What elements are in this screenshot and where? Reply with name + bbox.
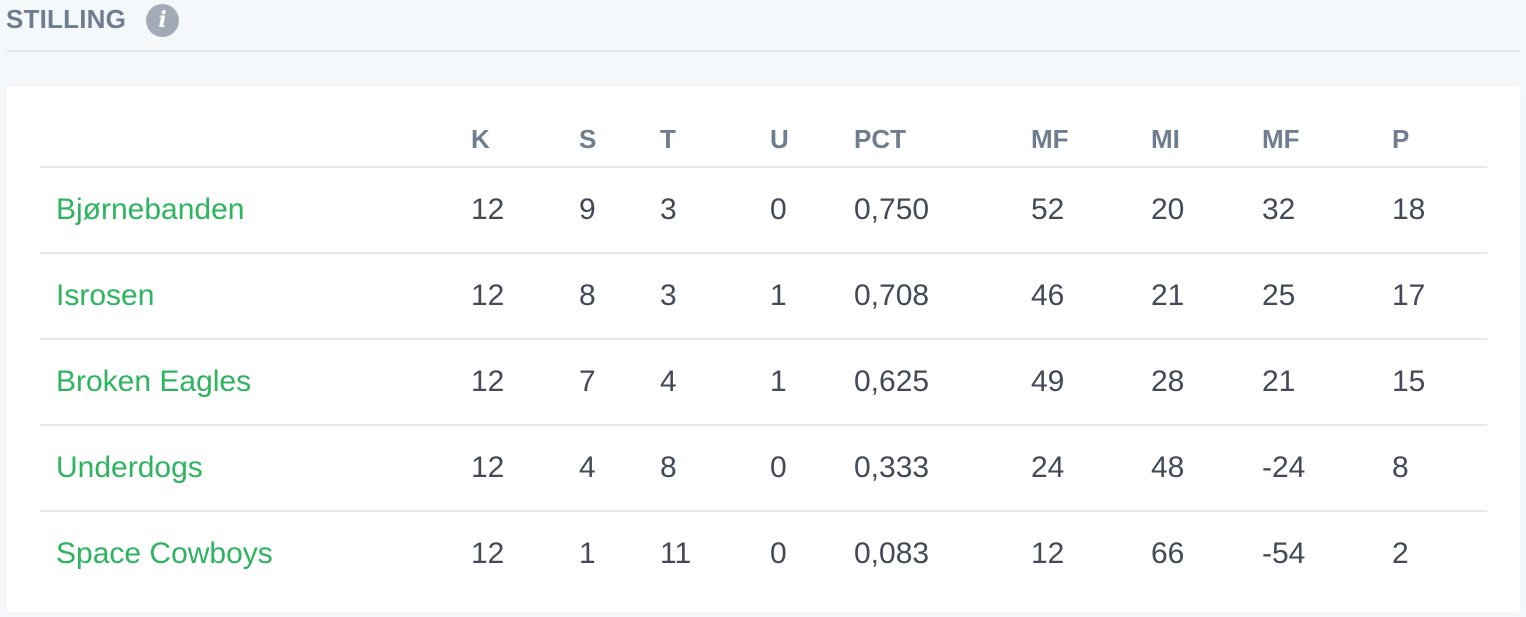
team-link[interactable]: Broken Eagles	[40, 339, 471, 426]
cell-mf: 12	[1031, 537, 1065, 570]
cell-t: 3	[660, 253, 770, 340]
cell-k: 12	[471, 537, 505, 570]
cell-s: 8	[579, 253, 660, 340]
cell-mf: 49	[1031, 339, 1151, 426]
cell-t: 3	[660, 167, 770, 254]
cell-diff: -24	[1262, 425, 1392, 512]
cell-p: 2	[1392, 537, 1409, 570]
table-header-row: K S T U PCT MF MI MF P	[40, 112, 1487, 168]
team-link[interactable]: Bjørnebanden	[40, 167, 471, 254]
team-link[interactable]: Space Cowboys	[56, 537, 273, 570]
cell-mf: 52	[1031, 167, 1151, 254]
cell-mi: 66	[1151, 537, 1185, 570]
column-header-t: T	[660, 112, 770, 168]
cell-u: 0	[770, 537, 787, 570]
cell-pct: 0,708	[854, 253, 1031, 340]
cell-k: 12	[471, 425, 579, 512]
column-header-s: S	[579, 112, 660, 168]
cell-k: 12	[471, 167, 579, 254]
cell-p: 15	[1392, 339, 1487, 426]
cell-p: 17	[1392, 253, 1487, 340]
column-header-diff: MF	[1262, 112, 1392, 168]
cell-mf: 46	[1031, 253, 1151, 340]
column-header-mi: MI	[1151, 112, 1262, 168]
team-link[interactable]: Underdogs	[40, 425, 471, 512]
cell-diff: 21	[1262, 339, 1392, 426]
cell-mf: 24	[1031, 425, 1151, 512]
column-header-team	[40, 112, 471, 168]
cell-diff: -54	[1262, 537, 1306, 570]
cell-mi: 21	[1151, 253, 1262, 340]
cell-p: 18	[1392, 167, 1487, 254]
column-header-k: K	[471, 112, 579, 168]
cell-diff: 32	[1262, 167, 1392, 254]
column-header-pct: PCT	[854, 112, 1031, 168]
cell-pct: 0,750	[854, 167, 1031, 254]
cell-diff: 25	[1262, 253, 1392, 340]
cell-t: 4	[660, 339, 770, 426]
cell-u: 0	[770, 425, 854, 512]
cell-s: 7	[579, 339, 660, 426]
cell-s: 4	[579, 425, 660, 512]
page-title: STILLING	[6, 4, 127, 34]
column-header-u: U	[770, 112, 854, 168]
cell-pct: 0,083	[854, 537, 930, 570]
table-row: Underdogs 12 4 8 0 0,333 24 48 -24 8	[40, 425, 1487, 512]
standings-header: STILLING i	[6, 0, 1520, 52]
cell-s: 9	[579, 167, 660, 254]
cell-t: 8	[660, 425, 770, 512]
cell-k: 12	[471, 253, 579, 340]
team-link[interactable]: Isrosen	[40, 253, 471, 340]
table-row: Broken Eagles 12 7 4 1 0,625 49 28 21 15	[40, 339, 1487, 426]
cell-p: 8	[1392, 425, 1487, 512]
cell-t: 11	[660, 537, 692, 570]
column-header-p: P	[1392, 112, 1487, 168]
column-header-mf: MF	[1031, 112, 1151, 168]
info-icon[interactable]: i	[146, 4, 179, 37]
cell-u: 1	[770, 253, 854, 340]
cell-u: 0	[770, 167, 854, 254]
cell-mi: 48	[1151, 425, 1262, 512]
table-row: Space Cowboys 12 1 11 0 0,083 12 66 -54 …	[40, 511, 1487, 596]
cell-u: 1	[770, 339, 854, 426]
cell-pct: 0,333	[854, 425, 1031, 512]
standings-card: K S T U PCT MF MI MF P Bjørnebanden 12 9…	[6, 86, 1520, 612]
cell-k: 12	[471, 339, 579, 426]
table-row: Isrosen 12 8 3 1 0,708 46 21 25 17	[40, 253, 1487, 340]
table-row: Bjørnebanden 12 9 3 0 0,750 52 20 32 18	[40, 167, 1487, 254]
cell-s: 1	[579, 537, 596, 570]
cell-mi: 28	[1151, 339, 1262, 426]
cell-pct: 0,625	[854, 339, 1031, 426]
cell-mi: 20	[1151, 167, 1262, 254]
standings-table: K S T U PCT MF MI MF P Bjørnebanden 12 9…	[40, 112, 1487, 596]
